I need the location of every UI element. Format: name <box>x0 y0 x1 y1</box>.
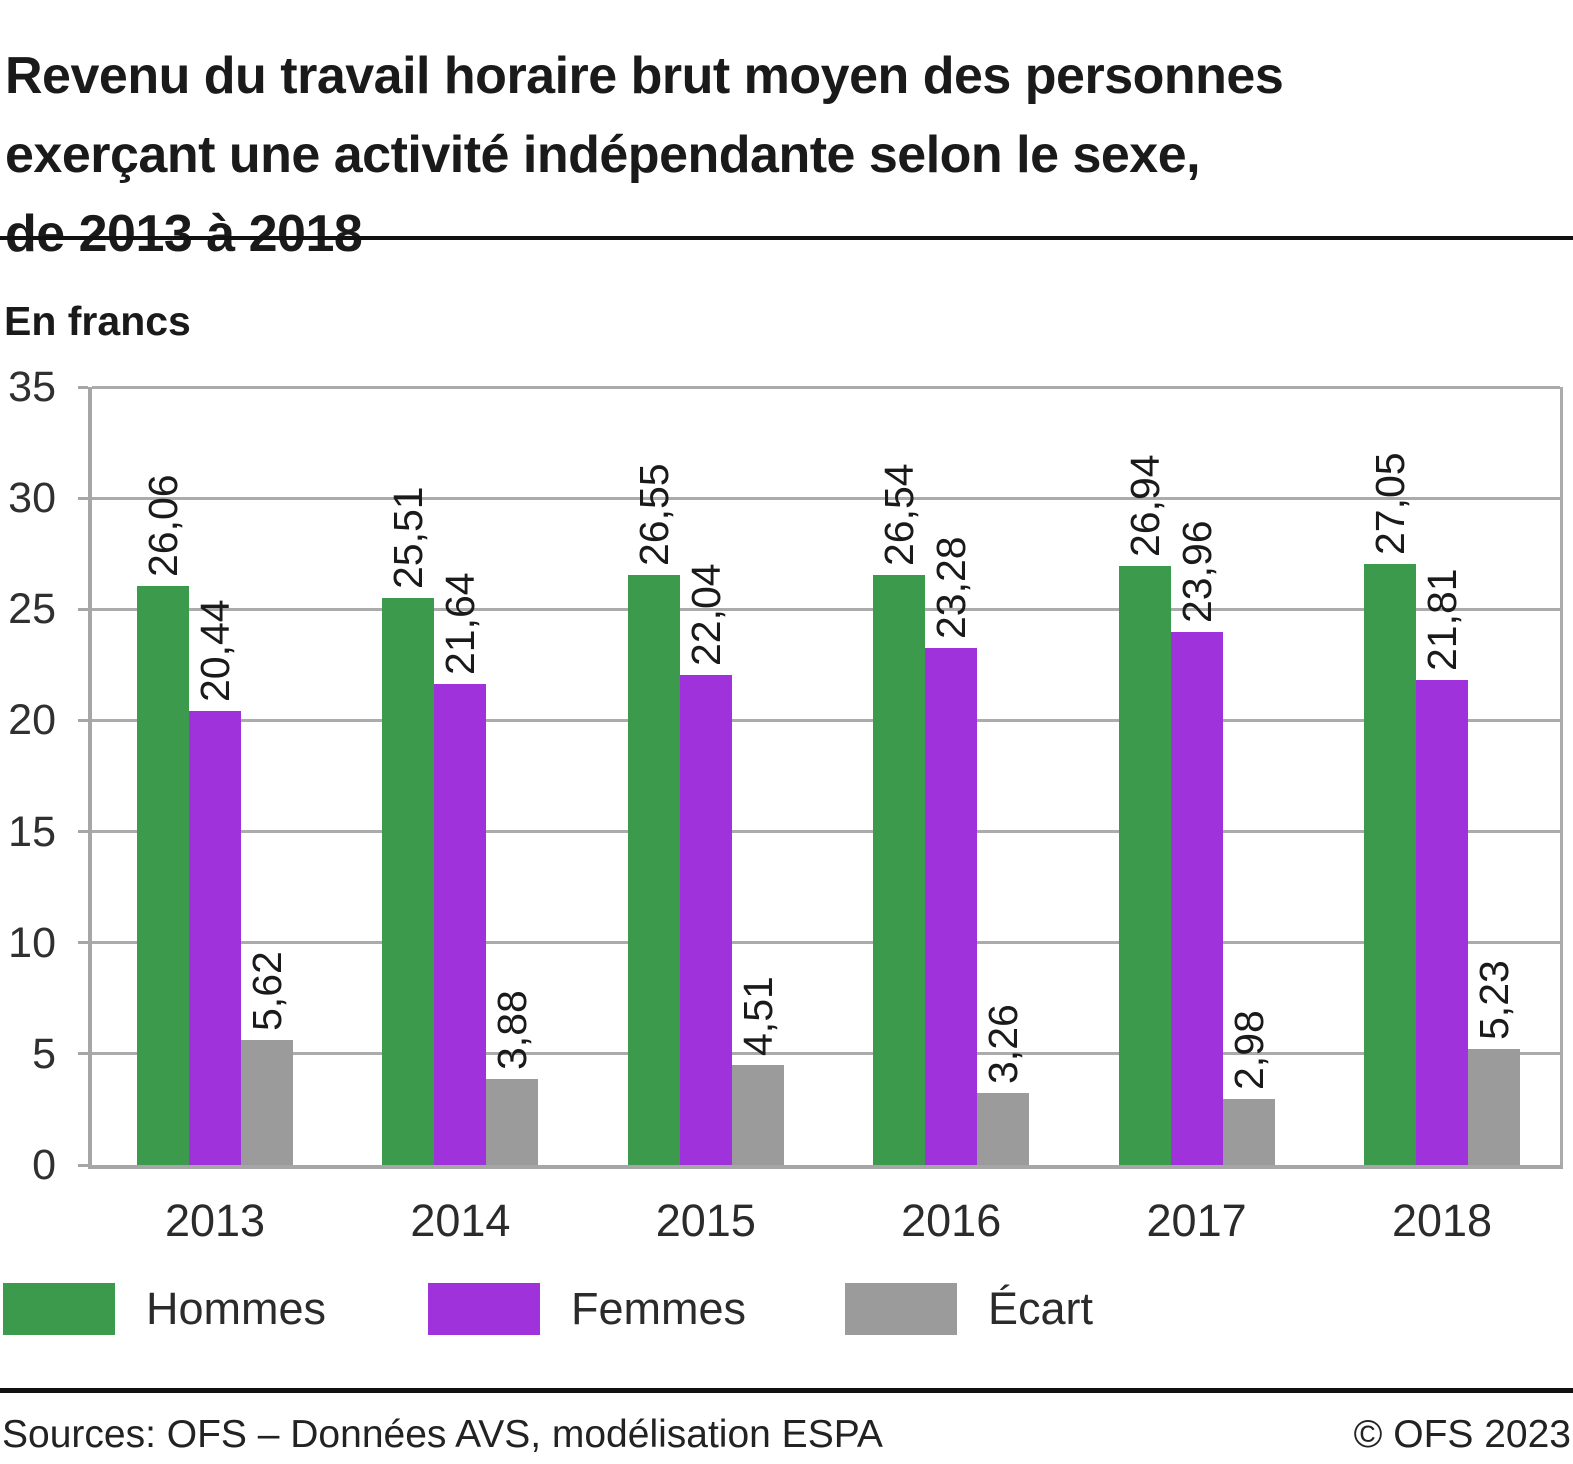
bar-femmes-2013 <box>189 710 241 1165</box>
plot-area: 0 5 10 15 20 25 30 35 26,06 20,44 5,62 2013 25,51 21,… <box>8 363 1563 1246</box>
bar-écart-2014 <box>486 1078 539 1165</box>
gridline-25 <box>92 607 1560 611</box>
bar-hommes-2016 <box>873 575 926 1165</box>
legend-label-ecart: Écart <box>988 1283 1094 1334</box>
gridline-20 <box>92 718 1560 722</box>
bar-hommes-2017 <box>1118 566 1171 1165</box>
unit-label: En francs <box>4 298 191 344</box>
gridline-35 <box>92 385 1560 389</box>
y-tick-0 <box>78 1163 88 1167</box>
legend: Hommes Femmes Écart <box>0 1283 1573 1335</box>
bar-value-label-femmes-2017: 23,96 <box>1173 520 1220 624</box>
y-tick-label-0: 0 <box>32 1141 56 1189</box>
bar-value-label-hommes-2015: 26,55 <box>630 463 677 566</box>
y-tick-25 <box>78 607 88 611</box>
footer-divider <box>0 1388 1573 1393</box>
y-tick-label-30: 30 <box>8 474 56 523</box>
gridline-10 <box>92 941 1560 945</box>
bar-écart-2013 <box>241 1040 293 1165</box>
bar-value-label-femmes-2015: 22,04 <box>682 563 729 667</box>
legend-swatch-femmes <box>428 1283 540 1335</box>
bar-femmes-2017 <box>1170 632 1223 1165</box>
legend-item-ecart: Écart <box>845 1283 1093 1335</box>
bar-écart-2016 <box>977 1092 1030 1165</box>
y-tick-label-15: 15 <box>8 807 56 856</box>
bar-femmes-2015 <box>679 675 732 1165</box>
legend-label-femmes: Femmes <box>571 1283 747 1334</box>
x-tick-label-2018: 2018 <box>1391 1195 1493 1246</box>
legend-item-femmes: Femmes <box>428 1283 746 1335</box>
bar-femmes-2014 <box>434 683 487 1165</box>
y-tick-35 <box>78 385 88 389</box>
bar-value-label-écart-2014: 3,88 <box>489 989 536 1070</box>
x-tick-label-2017: 2017 <box>1146 1195 1247 1246</box>
bar-value-label-hommes-2016: 26,54 <box>876 463 923 567</box>
x-tick-label-2015: 2015 <box>655 1195 756 1246</box>
legend-swatch-ecart <box>845 1283 957 1335</box>
bar-value-label-femmes-2016: 23,28 <box>928 535 975 639</box>
source-note: Sources: OFS – Données AVS, modélisation… <box>2 1413 883 1456</box>
legend-label-hommes: Hommes <box>146 1283 327 1334</box>
gridline-15 <box>92 830 1560 834</box>
bar-hommes-2013 <box>137 585 189 1165</box>
bar-écart-2018 <box>1468 1048 1520 1165</box>
page-title-line-3: de 2013 à 2018 <box>5 204 363 263</box>
bar-écart-2015 <box>731 1064 784 1165</box>
bar-value-label-hommes-2014: 25,51 <box>385 486 432 589</box>
gridline-5 <box>92 1052 1560 1056</box>
footer: Sources: OFS – Données AVS, modélisation… <box>2 1410 1571 1460</box>
legend-item-hommes: Hommes <box>3 1283 326 1335</box>
bar-hommes-2015 <box>627 574 680 1165</box>
y-tick-label-35: 35 <box>8 363 56 411</box>
bar-value-label-femmes-2013: 20,44 <box>192 599 238 702</box>
bar-value-label-écart-2016: 3,26 <box>980 1003 1027 1084</box>
bar-femmes-2018 <box>1416 680 1468 1165</box>
bar-hommes-2014 <box>382 597 435 1165</box>
bar-value-label-hommes-2018: 27,05 <box>1367 452 1413 555</box>
page-title-line-1: Revenu du travail horaire brut moyen des… <box>5 46 1284 105</box>
page-title-line-2: exerçant une activité indépendante selon… <box>5 125 1201 184</box>
y-tick-label-10: 10 <box>8 918 56 967</box>
y-tick-label-25: 25 <box>8 585 56 634</box>
legend-swatch-hommes <box>3 1283 115 1335</box>
bar-femmes-2016 <box>925 647 978 1165</box>
gridline-30 <box>92 496 1560 500</box>
bar-value-label-femmes-2018: 21,81 <box>1419 568 1465 672</box>
x-tick-label-2016: 2016 <box>901 1195 1002 1246</box>
y-tick-20 <box>78 718 88 722</box>
bar-value-label-écart-2018: 5,23 <box>1471 959 1517 1040</box>
bar-value-label-femmes-2014: 21,64 <box>437 572 484 675</box>
bar-value-label-écart-2017: 2,98 <box>1225 1009 1272 1090</box>
y-tick-15 <box>78 830 88 834</box>
x-tick-label-2013: 2013 <box>164 1195 266 1246</box>
x-tick-label-2014: 2014 <box>410 1195 511 1246</box>
bar-écart-2017 <box>1222 1098 1275 1165</box>
y-tick-label-5: 5 <box>32 1029 56 1078</box>
bar-value-label-écart-2015: 4,51 <box>734 975 781 1056</box>
page-title: Revenu du travail horaire brut moyen des… <box>5 37 1525 274</box>
title-divider <box>0 236 1573 240</box>
bar-hommes-2018 <box>1364 563 1416 1165</box>
y-tick-label-20: 20 <box>8 696 56 745</box>
y-tick-30 <box>78 496 88 500</box>
bar-value-label-hommes-2013: 26,06 <box>140 474 186 577</box>
copyright-note: © OFS 2023 <box>1353 1413 1571 1456</box>
y-tick-10 <box>78 941 88 945</box>
bar-value-label-hommes-2017: 26,94 <box>1121 454 1168 558</box>
bar-value-label-écart-2013: 5,62 <box>244 951 290 1032</box>
y-tick-5 <box>78 1052 88 1056</box>
